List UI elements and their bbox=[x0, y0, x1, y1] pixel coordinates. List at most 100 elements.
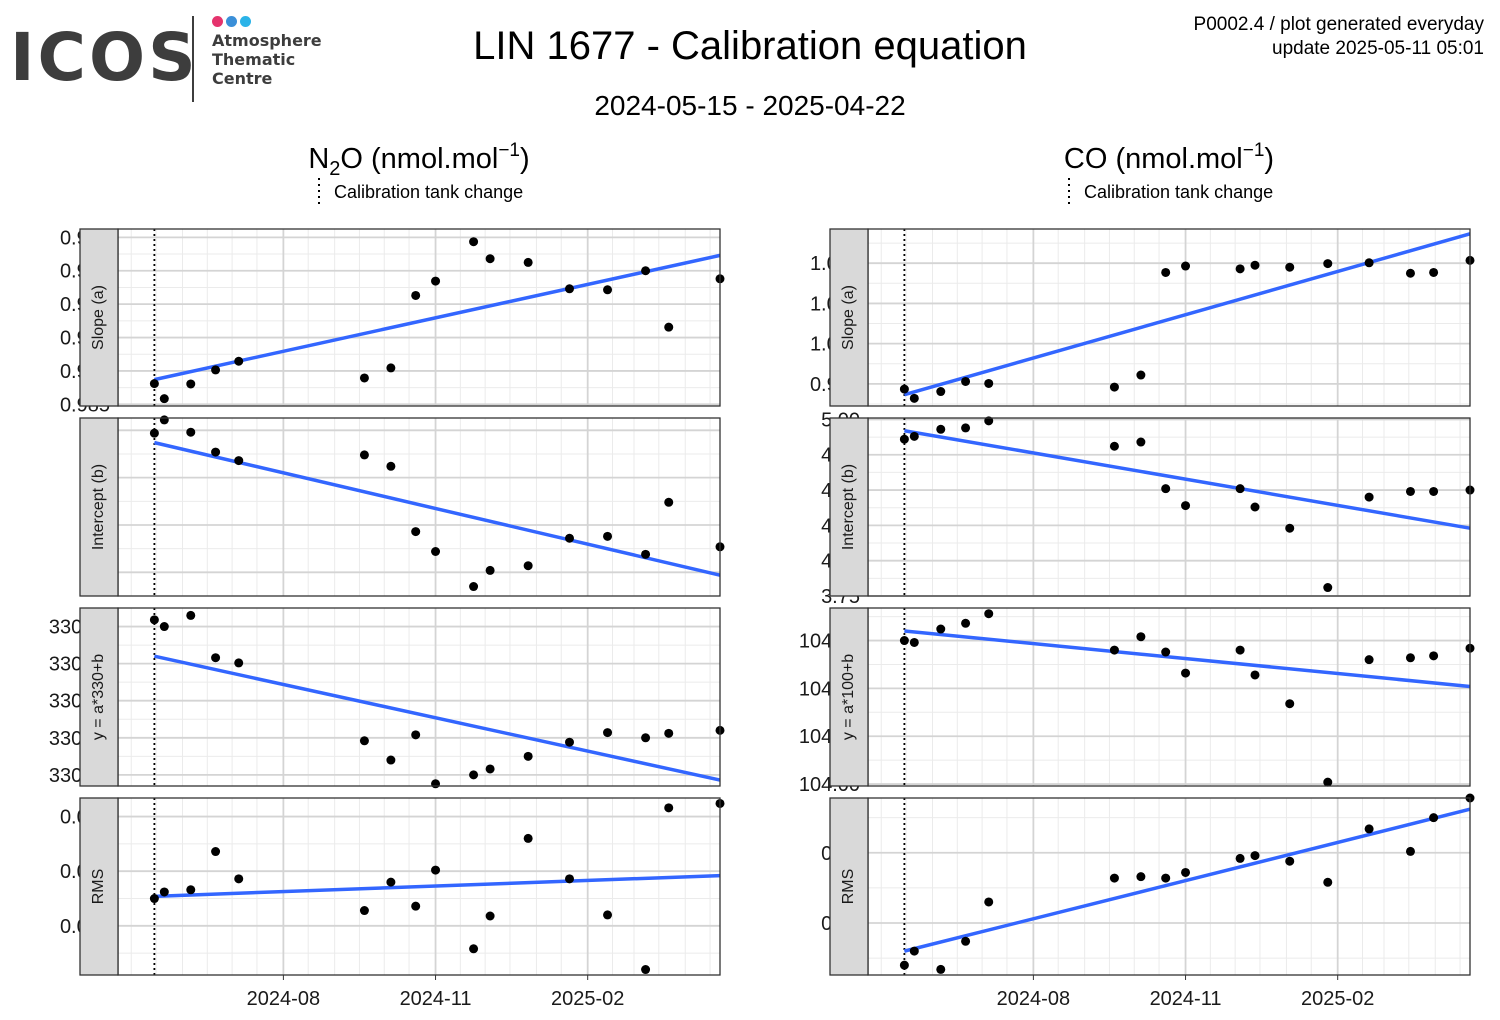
data-point bbox=[1161, 647, 1171, 657]
data-point bbox=[899, 636, 909, 646]
data-point bbox=[909, 431, 919, 441]
data-point bbox=[1136, 632, 1146, 642]
generation-info: P0002.4 / plot generated everyday update… bbox=[1194, 13, 1484, 61]
data-point bbox=[1161, 267, 1171, 277]
facet-strip bbox=[829, 797, 869, 976]
data-point bbox=[211, 847, 221, 857]
fit-line bbox=[154, 654, 721, 782]
data-point bbox=[1364, 492, 1374, 502]
logo-separator bbox=[192, 16, 194, 102]
logo-line-2: Thematic bbox=[212, 50, 296, 69]
data-point bbox=[234, 658, 244, 668]
data-point bbox=[961, 618, 971, 628]
data-point bbox=[984, 609, 994, 619]
species-name: N bbox=[308, 143, 329, 175]
data-point bbox=[386, 461, 396, 471]
unit-exponent: −1 bbox=[498, 140, 520, 161]
plot-background bbox=[868, 418, 1470, 596]
facet-strip-label: Intercept (b) bbox=[840, 464, 857, 550]
data-point bbox=[1429, 267, 1439, 277]
legend-label: Calibration tank change bbox=[1084, 182, 1273, 202]
data-point bbox=[1235, 264, 1245, 274]
data-point bbox=[1364, 258, 1374, 268]
facet-strip bbox=[79, 797, 119, 976]
data-point bbox=[1161, 873, 1171, 883]
panel-y-a-100-b: 104.00104.25104.50104.75y = a*100+b bbox=[799, 607, 1475, 796]
x-tick-label: 2025-02 bbox=[1301, 988, 1374, 1010]
data-point bbox=[159, 887, 169, 897]
plot-background bbox=[118, 418, 720, 596]
data-point bbox=[485, 254, 495, 264]
data-point bbox=[234, 356, 244, 366]
data-point bbox=[1109, 441, 1119, 451]
data-point bbox=[411, 901, 421, 911]
data-point bbox=[899, 960, 909, 970]
data-point bbox=[1285, 856, 1295, 866]
unit-close: ) bbox=[520, 143, 530, 175]
data-point bbox=[641, 733, 651, 743]
data-point bbox=[1323, 777, 1333, 787]
data-point bbox=[641, 549, 651, 559]
data-point bbox=[1405, 653, 1415, 663]
panel-y-a-330-b: 330.00330.05330.10330.15330.20y = a*330+… bbox=[49, 607, 725, 789]
logo-subtitle: Atmosphere Thematic Centre bbox=[212, 31, 322, 88]
fit-line bbox=[903, 232, 1471, 397]
data-point bbox=[1109, 645, 1119, 655]
data-point bbox=[1181, 668, 1191, 678]
unit-label: (nmol.mol bbox=[363, 143, 498, 175]
data-point bbox=[149, 428, 159, 438]
data-point bbox=[603, 285, 613, 295]
fit-line bbox=[154, 253, 721, 382]
unit-exponent: −1 bbox=[1243, 140, 1265, 161]
data-point bbox=[936, 424, 946, 434]
data-point bbox=[149, 379, 159, 389]
data-point bbox=[1181, 867, 1191, 877]
logo-dot-cyan bbox=[240, 16, 251, 27]
data-point bbox=[664, 803, 674, 813]
data-point bbox=[909, 946, 919, 956]
data-point bbox=[1136, 437, 1146, 447]
generation-info-line-1: P0002.4 / plot generated everyday bbox=[1193, 14, 1484, 35]
data-point bbox=[469, 582, 479, 592]
data-point bbox=[211, 653, 221, 663]
data-point bbox=[1109, 382, 1119, 392]
facet-strip-label: RMS bbox=[90, 869, 107, 905]
data-point bbox=[359, 736, 369, 746]
facet-strip bbox=[79, 607, 119, 787]
species-name: CO bbox=[1064, 143, 1108, 175]
x-tick-label: 2024-08 bbox=[997, 988, 1070, 1010]
facet-strip bbox=[79, 228, 119, 407]
generation-info-line-2: update 2025-05-11 05:01 bbox=[1272, 38, 1484, 59]
data-point bbox=[1323, 259, 1333, 269]
facet-strip-label: RMS bbox=[840, 869, 857, 905]
data-point bbox=[1109, 873, 1119, 883]
data-point bbox=[411, 290, 421, 300]
data-point bbox=[1323, 877, 1333, 887]
column-title: CO (nmol.mol−1) bbox=[1064, 140, 1274, 175]
data-point bbox=[149, 894, 159, 904]
data-point bbox=[431, 547, 441, 556]
data-point bbox=[149, 615, 159, 625]
data-point bbox=[211, 447, 221, 457]
data-point bbox=[1323, 583, 1333, 593]
data-point bbox=[1181, 261, 1191, 271]
data-point bbox=[1364, 824, 1374, 834]
unit-close: ) bbox=[1264, 143, 1274, 175]
data-point bbox=[1429, 486, 1439, 496]
data-point bbox=[1235, 853, 1245, 863]
data-point bbox=[936, 964, 946, 974]
data-point bbox=[359, 450, 369, 460]
plot-background bbox=[118, 229, 720, 406]
data-point bbox=[386, 363, 396, 373]
data-point bbox=[411, 527, 421, 537]
unit-label: (nmol.mol bbox=[1107, 143, 1242, 175]
data-point bbox=[159, 622, 169, 632]
logo-line-3: Centre bbox=[212, 69, 273, 88]
data-point bbox=[961, 376, 971, 386]
data-point bbox=[386, 755, 396, 765]
data-point bbox=[1405, 268, 1415, 278]
data-point bbox=[909, 393, 919, 403]
page-title: LIN 1677 - Calibration equation bbox=[473, 24, 1027, 68]
data-point bbox=[386, 877, 396, 887]
